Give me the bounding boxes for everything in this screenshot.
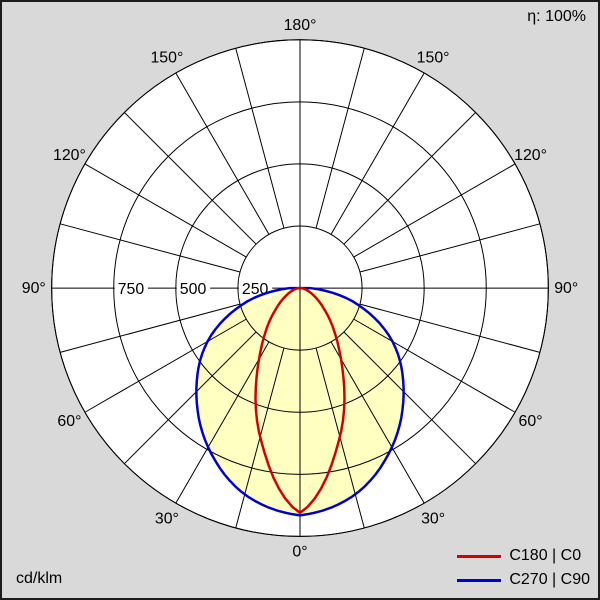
ring-label-bg [114,278,149,299]
legend-item-c0-c180: C180 | C0 [457,544,590,568]
grid-spoke [59,223,241,273]
grid-spoke [330,341,425,504]
grid-spoke [235,48,285,229]
angle-label-150: 150° [150,49,183,66]
grid-spoke [330,72,425,235]
grid-spoke [315,48,365,229]
grid-spoke [343,331,476,465]
grid-spoke [353,163,516,258]
grid-spoke [175,341,270,504]
legend-item-c90-c270: C270 | C90 [457,568,590,592]
unit-label: cd/klm [16,570,63,587]
ring-label-750: 750 [118,281,145,298]
ring-label-bg [176,278,211,299]
angle-label-30: 30° [155,511,179,528]
legend-line-c0-c180-icon [457,554,502,558]
angle-label-60: 60° [519,413,543,430]
angle-label-90: 90° [22,280,46,297]
grid-spoke [124,331,257,465]
ring-label-500: 500 [180,281,207,298]
curve-c270-c90 [195,286,405,517]
grid-spoke [353,318,516,413]
grid-spoke [175,72,270,235]
grid-spoke [59,303,241,353]
angle-label-120: 120° [514,147,547,164]
angle-label-90: 90° [554,280,578,297]
angle-label-60: 60° [57,413,81,430]
angle-label-30: 30° [421,511,445,528]
grid-spoke [84,163,247,258]
grid-spoke [359,223,541,273]
grid-spoke [124,112,257,245]
legend-line-c90-c270-icon [457,578,502,582]
curve-c180-c0 [254,286,346,515]
angle-label-150: 150° [417,49,450,66]
ring-label-250: 250 [242,281,269,298]
legend: C180 | C0 C270 | C90 [457,544,590,592]
grid-spoke [343,112,476,245]
grid-spoke [84,318,247,413]
light-output-ratio-label: η: 100% [527,8,586,25]
angle-label-180: 180° [284,17,317,34]
legend-label-c90-c270: C270 | C90 [509,571,590,588]
angle-label-120: 120° [53,147,86,164]
angle-label-0: 0° [292,543,307,560]
legend-label-c0-c180: C180 | C0 [509,547,582,564]
grid-spoke [359,303,541,353]
